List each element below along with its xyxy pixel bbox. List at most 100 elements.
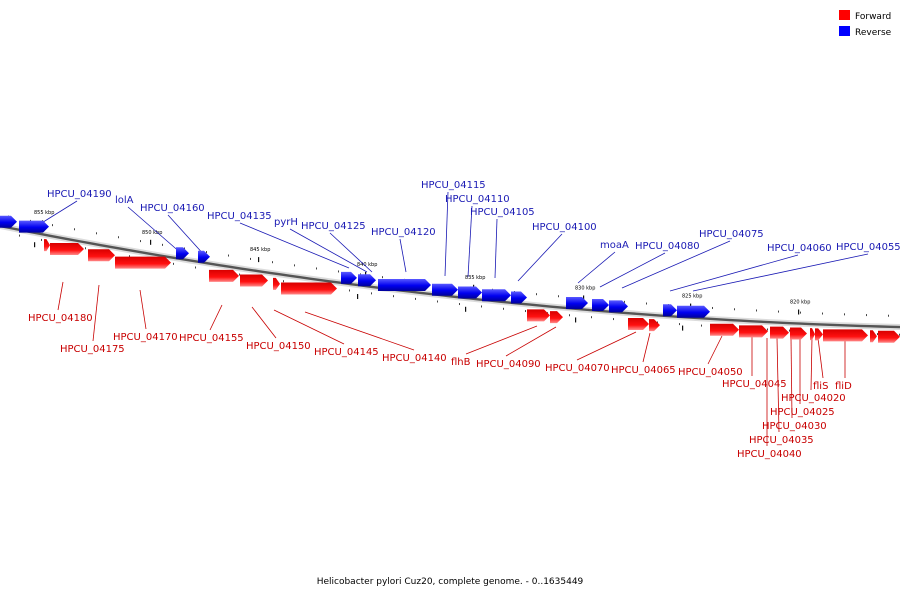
minor-tick-bottom	[459, 303, 460, 306]
major-tick-bottom	[357, 294, 359, 300]
minor-tick-top	[294, 264, 295, 267]
leader-line	[329, 232, 373, 273]
reverse-gene-arrow	[378, 278, 431, 291]
leader-line	[92, 284, 100, 342]
minor-tick-bottom	[41, 238, 42, 241]
reverse-gene-arrow	[482, 289, 511, 302]
tick-label: 850 kbp	[142, 230, 162, 236]
minor-tick-top	[888, 314, 889, 317]
reverse-gene-label: HPCU_04110	[445, 194, 510, 205]
leader-line	[127, 206, 183, 255]
reverse-gene-label: HPCU_04060	[767, 243, 832, 254]
minor-tick-bottom	[877, 333, 878, 336]
forward-gene-arrow	[50, 242, 84, 255]
reverse-gene-arrow	[663, 304, 677, 317]
reverse-gene-arrow	[458, 286, 482, 299]
forward-gene-arrow	[281, 282, 337, 295]
forward-gene-label: HPCU_04170	[113, 332, 178, 343]
forward-gene-label: HPCU_04145	[314, 347, 379, 358]
leader-line	[289, 228, 368, 273]
reverse-gene-arrow	[341, 271, 357, 284]
minor-tick-top	[140, 240, 141, 243]
legend-reverse-swatch	[839, 26, 850, 36]
minor-tick-bottom	[657, 321, 658, 324]
forward-gene-label: fliD	[835, 381, 852, 392]
leader-line	[669, 254, 799, 292]
forward-gene-arrow	[823, 329, 868, 342]
forward-gene-arrow	[815, 328, 823, 341]
reverse-gene-arrow	[176, 247, 189, 260]
minor-tick-top	[74, 228, 75, 231]
reverse-gene-label: pyrH	[274, 217, 298, 228]
legend-forward-label: Forward	[855, 12, 891, 22]
forward-gene-label: HPCU_04155	[179, 333, 244, 344]
leader-line	[139, 289, 147, 330]
leader-line	[39, 200, 78, 225]
reverse-gene-label: HPCU_04190	[47, 189, 112, 200]
leader-line	[817, 337, 824, 379]
minor-tick-bottom	[481, 305, 482, 308]
tick-label: 845 kbp	[250, 247, 270, 253]
forward-gene-arrow	[240, 274, 268, 287]
minor-tick-top	[316, 267, 317, 270]
legend-reverse-label: Reverse	[855, 28, 892, 38]
minor-tick-top	[206, 251, 207, 254]
minor-tick-bottom	[503, 307, 504, 310]
minor-tick-top	[338, 270, 339, 273]
forward-gene-label: HPCU_04020	[781, 393, 846, 404]
tick-marks: 855 kbp 850 kbp 845 kbp 840 kbp 835 kbp 830 k…	[8, 210, 900, 337]
minor-tick-top	[118, 236, 119, 239]
forward-gene-label: HPCU_04045	[722, 379, 787, 390]
minor-tick-top	[536, 293, 537, 296]
forward-gene-arrow	[878, 330, 900, 343]
minor-tick-bottom	[767, 328, 768, 331]
minor-tick-bottom	[569, 314, 570, 317]
reverse-gene-label: moaA	[600, 240, 629, 251]
reverse-gene-label: HPCU_04120	[371, 227, 436, 238]
reverse-gene-arrow	[432, 283, 458, 296]
leader-line	[57, 281, 64, 311]
forward-gene-arrow	[88, 249, 115, 262]
leader-line	[167, 214, 207, 258]
minor-tick-top	[96, 232, 97, 235]
leader-line	[692, 253, 869, 292]
leader-line	[790, 337, 793, 419]
forward-gene-label: HPCU_04040	[737, 449, 802, 460]
backbone-shadow	[0, 223, 900, 331]
minor-tick-bottom	[415, 297, 416, 300]
minor-tick-bottom	[195, 266, 196, 269]
reverse-gene-arrow	[566, 296, 588, 309]
genome-backbone	[0, 223, 900, 331]
reverse-gene-label: HPCU_04105	[470, 207, 535, 218]
forward-gene-label: HPCU_04025	[770, 407, 835, 418]
leader-line	[399, 238, 407, 273]
leader-line	[517, 233, 563, 282]
leader-line	[251, 306, 277, 339]
reverse-gene-arrow	[677, 305, 710, 318]
major-tick-top	[798, 309, 800, 315]
reverse-gene-arrow	[198, 250, 210, 263]
backbone-line	[0, 224, 900, 329]
leader-line	[642, 332, 651, 363]
minor-tick-top	[844, 313, 845, 316]
minor-tick-top	[52, 224, 53, 227]
forward-gene-arrow	[870, 330, 877, 343]
minor-tick-bottom	[679, 323, 680, 326]
reverse-gene-label: HPCU_04080	[635, 241, 700, 252]
minor-tick-top	[646, 302, 647, 305]
reverse-gene-label: HPCU_04160	[140, 203, 205, 214]
forward-gene-label: fliS	[813, 381, 828, 392]
tick-label: 835 kbp	[465, 275, 485, 281]
forward-gene-label: HPCU_04070	[545, 363, 610, 374]
legend-forward-swatch	[839, 10, 850, 20]
forward-gene-label: HPCU_04035	[749, 435, 814, 446]
minor-tick-top	[822, 312, 823, 315]
major-tick-bottom	[465, 306, 467, 312]
genome-caption: Helicobacter pylori Cuz20, complete geno…	[316, 577, 584, 587]
leader-line	[304, 311, 415, 351]
minor-tick-bottom	[789, 329, 790, 332]
minor-tick-bottom	[701, 324, 702, 327]
tick-label: 825 kbp	[682, 294, 702, 300]
